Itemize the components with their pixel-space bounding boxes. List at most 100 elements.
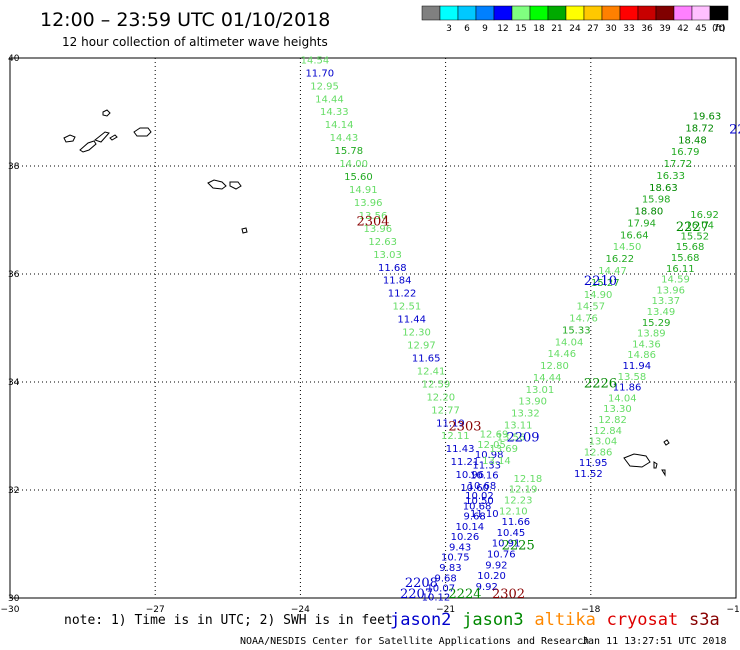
scale-swatch [493, 5, 513, 21]
swh-value-label: 12.59 [422, 379, 451, 390]
scale-unit-label: (ft) [712, 24, 726, 34]
madeira-islet-b [653, 461, 658, 469]
swh-value-label: 11.43 [446, 444, 475, 455]
swh-value-label: 11.19 [436, 418, 465, 429]
swh-value-label: 17.72 [664, 159, 693, 170]
swh-value-label: 10.07 [426, 584, 455, 595]
swh-value-label: 11.52 [574, 469, 603, 480]
x-tick-label: −15 [727, 605, 740, 615]
swh-value-label: 10.50 [465, 496, 494, 507]
swh-value-label: 12.30 [402, 328, 431, 339]
swh-value-label: 14.90 [584, 290, 613, 301]
swh-value-label: 12.77 [431, 405, 460, 416]
swh-value-label: 14.00 [339, 159, 368, 170]
scale-label: 18 [533, 24, 545, 34]
swh-value-label: 12.23 [504, 496, 533, 507]
swh-value-label: 16.79 [671, 147, 700, 158]
azores-west-island [102, 109, 111, 117]
swh-value-label: 13.90 [518, 397, 547, 408]
swh-value-label: 9.68 [464, 512, 486, 523]
swh-value-label: 10.02 [465, 491, 494, 502]
x-tick-label: −27 [146, 605, 165, 615]
scale-label: 39 [659, 24, 671, 34]
track-2211: 19.6318.7218.4816.7917.7216.3318.6315.98… [482, 112, 721, 468]
swh-value-label: 12.51 [393, 302, 422, 313]
swh-value-label: 10.14 [455, 522, 484, 533]
y-tick-label: 32 [8, 486, 19, 496]
swh-value-label: 13.49 [647, 307, 676, 318]
swh-value-label: 11.21 [451, 457, 480, 468]
swh-value-label: 12.41 [417, 366, 446, 377]
y-tick-label: 34 [8, 378, 20, 388]
swh-value-label: 11.68 [378, 263, 407, 274]
swh-value-label: 10.91 [492, 539, 521, 550]
swh-value-label: 14.44 [315, 94, 344, 105]
pass-number-label: 2226 [584, 376, 617, 391]
swh-value-label: 14.04 [555, 337, 584, 348]
pass-number-label: 2224 [448, 587, 481, 602]
x-tick-labels: −30 −27 −24 −21 −18 −15 [1, 605, 740, 615]
swh-value-label: 12.97 [407, 341, 436, 352]
swh-value-label: 10.75 [441, 553, 470, 564]
scale-swatch [601, 5, 621, 21]
swh-value-label: 11.70 [305, 68, 334, 79]
madeira-island [623, 453, 651, 468]
pass-number-label: 2304 [356, 214, 389, 229]
scale-label: 33 [623, 24, 634, 34]
swh-value-label: 12.95 [310, 81, 339, 92]
scale-swatch [439, 5, 459, 21]
scale-swatch [529, 5, 549, 21]
pass-number-label: 2207 [400, 587, 433, 602]
satellite-cryosat-label: cryosat [607, 610, 679, 630]
scale-swatch [511, 5, 531, 21]
swh-value-label: 13.69 [489, 444, 518, 455]
pass-number-label: 2210 [584, 274, 617, 289]
satellite-s3a-label: s3a [689, 610, 720, 630]
scale-label: 30 [605, 24, 617, 34]
swh-value-label: 13.32 [511, 409, 540, 420]
pass-number-label: 2209 [506, 430, 539, 445]
swh-value-label: 18.48 [678, 135, 707, 146]
swh-value-label: 13.56 [359, 211, 388, 222]
swh-value-label: 18.63 [649, 183, 678, 194]
footer-note: note: 1) Time is in UTC; 2) SWH is in fe… [64, 613, 393, 628]
madeira-islet-c [661, 469, 666, 477]
swh-value-label: 10.16 [470, 471, 499, 482]
swh-value-label: 15.60 [344, 172, 373, 183]
swh-value-label: 10.26 [451, 532, 480, 543]
pass-number-label: 2227 [676, 220, 709, 235]
swh-value-label: 10.45 [497, 528, 526, 539]
scale-label: 9 [482, 24, 488, 34]
y-tick-label: 40 [8, 54, 20, 64]
swh-value-label: 10.98 [475, 450, 504, 461]
azores-island-f [207, 179, 227, 190]
scale-label: 6 [464, 24, 470, 34]
swh-value-label: 13.03 [373, 250, 402, 261]
swh-value-label: 9.92 [476, 582, 498, 593]
swh-value-label: 16.22 [606, 254, 635, 265]
swh-value-label: 13.14 [482, 456, 511, 467]
map-plot-area: 14.54 11.70 12.95 14.44 14.33 14.14 14.43 15.78… [9, 55, 740, 604]
scale-swatch [709, 5, 729, 21]
swh-value-label: 11.84 [383, 276, 412, 287]
swh-value-label: 15.98 [642, 195, 671, 206]
scale-swatch [583, 5, 603, 21]
swh-value-label: 13.96 [364, 224, 393, 235]
scale-label: 24 [569, 24, 581, 34]
swh-value-label: 14.36 [632, 339, 661, 350]
swh-value-label: 11.44 [397, 315, 426, 326]
swh-value-label: 12.10 [499, 506, 528, 517]
scale-swatch [565, 5, 585, 21]
swh-value-label: 11.94 [622, 361, 651, 372]
swh-value-label: 15.68 [676, 242, 705, 253]
swh-value-label: 12.84 [593, 426, 622, 437]
swh-value-label: 11.95 [579, 458, 608, 469]
y-tick-label: 36 [8, 270, 20, 280]
swh-value-label: 16.11 [666, 264, 695, 275]
swh-value-label: 14.14 [325, 120, 354, 131]
scale-label: 21 [551, 24, 562, 34]
swh-value-label: 9.83 [439, 563, 461, 574]
scale-swatch [457, 5, 477, 21]
